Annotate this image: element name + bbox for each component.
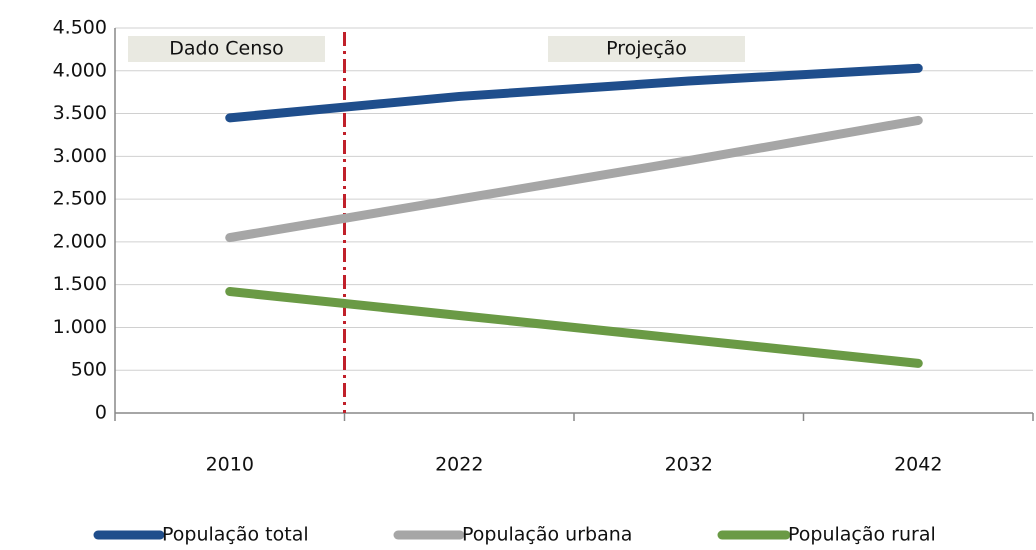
- y-tick-label: 500: [71, 359, 107, 381]
- y-tick-label: 1.500: [53, 273, 107, 295]
- x-tick-label: 2032: [665, 454, 713, 476]
- y-tick-label: 0: [95, 402, 107, 424]
- series-line: [225, 287, 923, 368]
- annotation: Dado Censo: [169, 38, 284, 60]
- legend-label: População rural: [788, 524, 936, 546]
- y-tick-label: 3.000: [53, 145, 107, 167]
- y-tick-label: 3.500: [53, 102, 107, 124]
- legend-label: População total: [162, 524, 309, 546]
- annotation: Projeção: [606, 38, 687, 60]
- x-tick-label: 2022: [435, 454, 483, 476]
- series-line: [225, 63, 923, 123]
- y-tick-label: 1.000: [53, 316, 107, 338]
- y-tick-label: 4.000: [53, 59, 107, 81]
- y-tick-label: 2.000: [53, 230, 107, 252]
- annotation-box: [128, 36, 325, 62]
- x-tick-label: 2042: [894, 454, 942, 476]
- y-tick-label: 4.500: [53, 17, 107, 39]
- annotation-box: [548, 36, 745, 62]
- legend-label: População urbana: [462, 524, 632, 546]
- series-line: [225, 115, 923, 243]
- x-tick-label: 2010: [206, 454, 254, 476]
- y-tick-label: 2.500: [53, 188, 107, 210]
